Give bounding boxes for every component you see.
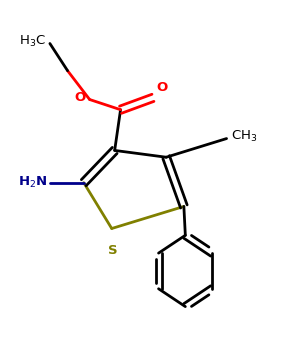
- Text: O: O: [156, 81, 167, 95]
- Text: S: S: [108, 244, 118, 257]
- Text: CH$_3$: CH$_3$: [231, 129, 257, 145]
- Text: H$_2$N: H$_2$N: [18, 175, 47, 190]
- Text: O: O: [74, 91, 85, 104]
- Text: H$_3$C: H$_3$C: [19, 34, 46, 49]
